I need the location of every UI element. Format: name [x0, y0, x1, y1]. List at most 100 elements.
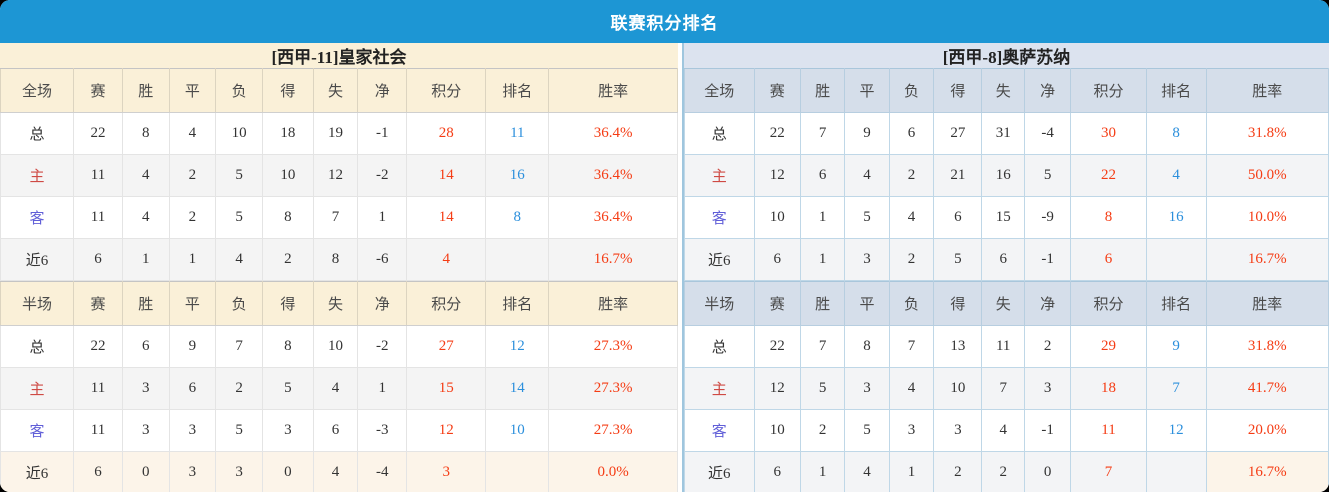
rank-cell: 8	[485, 196, 550, 239]
points-cell: 11	[1070, 409, 1147, 452]
stat-cell: 5	[933, 238, 983, 281]
header-row: 全场赛胜平负得失净积分 排名 胜率	[684, 68, 1329, 113]
column-header-cell: 积分	[1070, 68, 1147, 113]
column-header-cell: 胜率	[548, 281, 678, 326]
stat-cell: 3	[261, 409, 314, 452]
column-header-cell: 排名	[1145, 68, 1207, 113]
stat-cell: 9	[168, 325, 217, 368]
panel-divider	[678, 43, 682, 492]
points-cell: 30	[1070, 112, 1147, 155]
rank-cell: 7	[1145, 367, 1207, 410]
column-header-cell: 胜率	[548, 68, 678, 113]
full-match-table-right: 全场赛胜平负得失净积分 排名 胜率总 22 7 9 6 27 31 -4 30 8 31.8% 主 12 6 4…	[684, 68, 1329, 281]
stat-cell: 5	[215, 196, 263, 239]
table-row: 客 11 4 2 5 8 7 1 14 8 36.4%	[0, 196, 678, 239]
stat-cell: 3	[121, 409, 170, 452]
stat-cell: 6	[73, 238, 123, 281]
stat-cell: 13	[933, 325, 983, 368]
stat-cell: 6	[121, 325, 170, 368]
stat-cell: 11	[73, 196, 123, 239]
stat-cell: 2	[1023, 325, 1072, 368]
table-row: 总 22 7 9 6 27 31 -4 30 8 31.8%	[684, 112, 1329, 155]
stat-cell: 2	[888, 154, 935, 197]
points-cell: 29	[1070, 325, 1147, 368]
stat-cell: -1	[357, 112, 408, 155]
scope-header-cell: 半场	[684, 281, 755, 326]
stat-cell: 31	[981, 112, 1025, 155]
stat-cell: -1	[1023, 409, 1072, 452]
points-cell: 15	[406, 367, 487, 410]
stat-cell: 5	[844, 409, 890, 452]
stat-cell: 2	[981, 451, 1025, 492]
stat-cell: -4	[357, 451, 408, 492]
stat-cell: -3	[357, 409, 408, 452]
column-header-cell: 平	[844, 281, 890, 326]
header-row: 全场赛胜平负得失净积分 排名 胜率	[0, 68, 678, 113]
stat-cell: 4	[215, 238, 263, 281]
table-row: 近6 6 1 4 1 2 2 0 7 16.7%	[684, 451, 1329, 492]
stat-cell: 11	[981, 325, 1025, 368]
win-rate-cell: 16.7%	[548, 238, 678, 281]
points-cell: 14	[406, 154, 487, 197]
stat-cell: 27	[933, 112, 983, 155]
stat-cell: 0	[121, 451, 170, 492]
table-row: 近6 6 0 3 3 0 4 -4 3 0.0%	[0, 451, 678, 492]
stat-cell: 5	[215, 409, 263, 452]
stat-cell: -4	[1023, 112, 1072, 155]
stat-cell: 22	[73, 325, 123, 368]
row-label-cell: 客	[0, 409, 75, 452]
win-rate-cell: 36.4%	[548, 154, 678, 197]
stat-cell: 2	[215, 367, 263, 410]
win-rate-cell: 27.3%	[548, 325, 678, 368]
column-header-cell: 净	[357, 281, 408, 326]
stat-cell: 7	[215, 325, 263, 368]
column-header-cell: 赛	[753, 68, 801, 113]
rank-cell: 11	[485, 112, 550, 155]
points-cell: 14	[406, 196, 487, 239]
stat-cell: 12	[312, 154, 359, 197]
table-row: 总 22 8 4 10 18 19 -1 28 11 36.4%	[0, 112, 678, 155]
stat-cell: 1	[799, 451, 846, 492]
stat-cell: 10	[261, 154, 314, 197]
table-row: 主 12 5 3 4 10 7 3 18 7 41.7%	[684, 367, 1329, 410]
column-header-cell: 赛	[73, 281, 123, 326]
table-row: 客 10 2 5 3 3 4 -1 11 12 20.0%	[684, 409, 1329, 452]
row-label-cell: 总	[0, 112, 75, 155]
column-header-cell: 胜	[121, 68, 170, 113]
column-header-cell: 得	[261, 281, 314, 326]
column-header-cell: 排名	[1145, 281, 1207, 326]
column-header-cell: 积分	[406, 281, 487, 326]
table-row: 主 11 4 2 5 10 12 -2 14 16 36.4%	[0, 154, 678, 197]
stat-cell: 12	[753, 154, 801, 197]
title-bar: 联赛积分排名	[0, 0, 1329, 43]
rank-cell	[485, 451, 550, 492]
rank-cell	[485, 238, 550, 281]
row-label-cell: 主	[684, 154, 755, 197]
stat-cell: 7	[888, 325, 935, 368]
win-rate-cell: 27.3%	[548, 367, 678, 410]
win-rate-cell: 0.0%	[548, 451, 678, 492]
row-label-cell: 总	[0, 325, 75, 368]
stat-cell: 4	[312, 367, 359, 410]
stat-cell: 4	[312, 451, 359, 492]
column-header-cell: 胜	[799, 68, 846, 113]
table-row: 近6 6 1 3 2 5 6 -1 6 16.7%	[684, 238, 1329, 281]
column-header-cell: 得	[933, 68, 983, 113]
stat-cell: -6	[357, 238, 408, 281]
stat-cell: 15	[981, 196, 1025, 239]
table-row: 客 11 3 3 5 3 6 -3 12 10 27.3%	[0, 409, 678, 452]
column-header-cell: 胜率	[1205, 68, 1329, 113]
column-header-cell: 失	[312, 281, 359, 326]
column-header-cell: 积分	[406, 68, 487, 113]
stat-cell: 1	[357, 367, 408, 410]
rank-cell: 4	[1145, 154, 1207, 197]
stat-cell: 4	[888, 367, 935, 410]
stat-cell: 7	[799, 325, 846, 368]
stat-cell: 12	[753, 367, 801, 410]
stat-cell: 4	[888, 196, 935, 239]
stat-cell: 2	[261, 238, 314, 281]
column-header-cell: 排名	[485, 281, 550, 326]
table-row: 总 22 6 9 7 8 10 -2 27 12 27.3%	[0, 325, 678, 368]
stat-cell: 3	[168, 451, 217, 492]
